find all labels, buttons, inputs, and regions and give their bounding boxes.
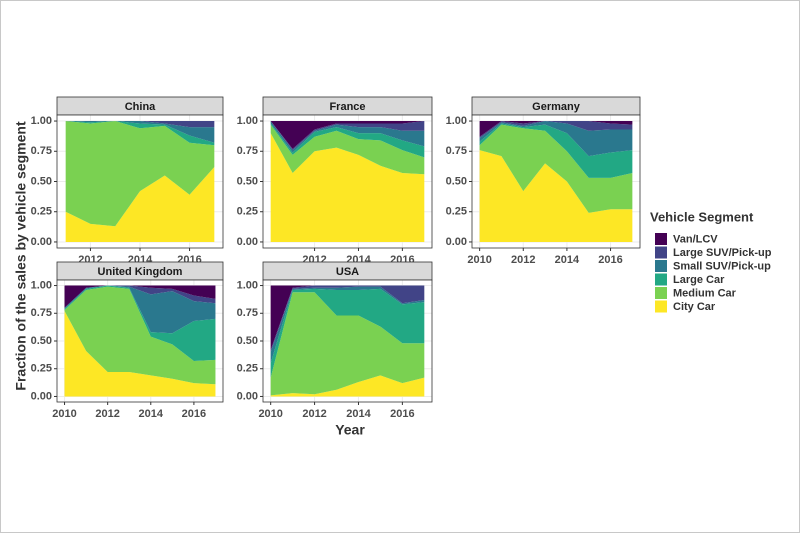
- area: [270, 121, 425, 151]
- area: [479, 123, 633, 178]
- area: [64, 311, 216, 397]
- panel-border: [262, 279, 433, 403]
- y-tick-label: 0.00: [446, 236, 467, 248]
- legend-label: Medium Car: [673, 287, 737, 299]
- facet-title: United Kingdom: [98, 266, 183, 278]
- y-tick-label: 0.25: [31, 363, 52, 375]
- y-tick-label: 1.00: [31, 115, 52, 127]
- area: [270, 133, 425, 242]
- legend-swatch: [655, 233, 667, 245]
- area: [65, 121, 215, 128]
- area: [65, 166, 215, 242]
- x-tick-label: 2010: [258, 408, 282, 420]
- area: [270, 285, 425, 350]
- area: [65, 121, 215, 146]
- y-tick-label: 0.50: [31, 335, 52, 347]
- x-tick-label: 2014: [346, 408, 371, 420]
- facet-title: China: [125, 101, 156, 113]
- y-tick-label: 1.00: [31, 279, 52, 291]
- facet-title: USA: [336, 266, 359, 278]
- area: [270, 121, 425, 149]
- panel-border: [262, 114, 433, 249]
- y-tick-label: 0.00: [237, 390, 258, 402]
- area: [64, 285, 216, 308]
- area: [479, 121, 633, 157]
- legend-swatch: [655, 260, 667, 272]
- y-tick-label: 0.75: [446, 145, 467, 157]
- x-tick-label: 2014: [555, 254, 580, 266]
- y-tick-label: 0.00: [31, 390, 52, 402]
- y-tick-label: 1.00: [237, 115, 258, 127]
- legend-swatch: [655, 246, 667, 259]
- area: [270, 123, 425, 158]
- area: [270, 292, 425, 396]
- legend-swatch: [655, 273, 667, 286]
- y-tick-label: 0.25: [237, 206, 258, 218]
- panel-border: [56, 114, 224, 249]
- legend-label: Van/LCV: [673, 233, 718, 245]
- y-tick-label: 0.25: [446, 206, 467, 218]
- area: [64, 285, 216, 334]
- y-tick-label: 0.00: [31, 236, 52, 248]
- panel-border: [56, 279, 224, 403]
- area: [479, 150, 633, 242]
- y-tick-label: 0.75: [237, 145, 258, 157]
- y-tick-label: 0.00: [237, 236, 258, 248]
- y-tick-label: 0.50: [237, 175, 258, 187]
- legend-label: City Car: [673, 301, 716, 313]
- y-tick-label: 1.00: [237, 279, 258, 291]
- y-tick-label: 0.75: [31, 145, 52, 157]
- legend-label: Large SUV/Pick-up: [673, 247, 772, 259]
- y-tick-label: 0.75: [31, 307, 52, 319]
- y-axis-title: Fraction of the sales by vehicle segment: [13, 121, 29, 391]
- facet-title: France: [329, 101, 365, 113]
- y-tick-label: 0.50: [237, 335, 258, 347]
- area: [64, 285, 216, 361]
- y-tick-label: 0.50: [31, 175, 52, 187]
- x-tick-label: 2010: [467, 254, 491, 266]
- facet-title: Germany: [532, 101, 581, 113]
- area: [479, 124, 633, 213]
- y-tick-label: 0.25: [237, 363, 258, 375]
- legend-swatch: [655, 300, 667, 313]
- legend-swatch: [655, 287, 667, 299]
- area: [479, 121, 633, 138]
- area: [270, 121, 425, 153]
- legend-label: Small SUV/Pick-up: [673, 260, 771, 272]
- x-tick-label: 2014: [139, 408, 164, 420]
- y-tick-label: 0.50: [446, 175, 467, 187]
- area: [64, 286, 216, 385]
- area: [479, 121, 633, 137]
- y-tick-label: 0.25: [31, 206, 52, 218]
- x-tick-label: 2016: [390, 408, 414, 420]
- area: [270, 285, 425, 353]
- x-tick-label: 2012: [511, 254, 535, 266]
- x-tick-label: 2012: [95, 408, 119, 420]
- x-axis-title: Year: [335, 422, 365, 438]
- panel-border: [471, 114, 641, 249]
- area: [65, 121, 215, 143]
- y-tick-label: 1.00: [446, 115, 467, 127]
- legend-title: Vehicle Segment: [650, 209, 754, 224]
- x-tick-label: 2016: [182, 408, 206, 420]
- x-tick-label: 2016: [598, 254, 622, 266]
- legend-label: Large Car: [673, 274, 725, 286]
- area: [270, 124, 425, 175]
- area: [65, 121, 215, 227]
- area: [270, 288, 425, 378]
- area: [64, 285, 216, 308]
- x-tick-label: 2010: [52, 408, 76, 420]
- y-tick-label: 0.75: [237, 307, 258, 319]
- x-tick-label: 2012: [302, 408, 326, 420]
